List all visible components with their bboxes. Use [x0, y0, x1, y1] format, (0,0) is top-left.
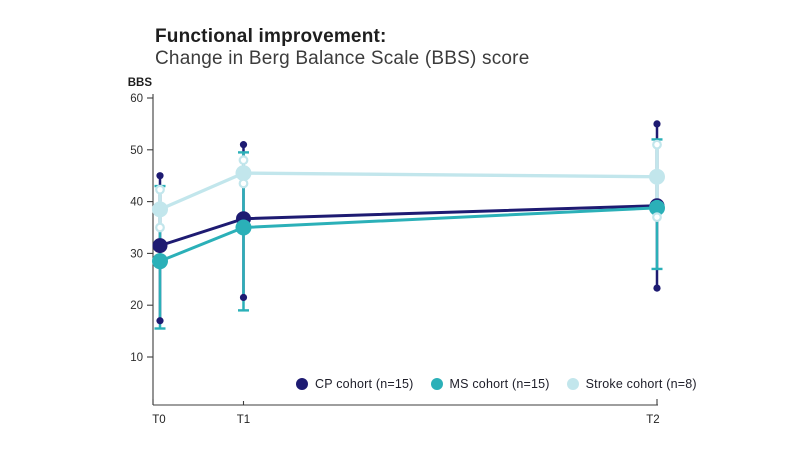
cp-cohort-dot-icon [296, 378, 308, 390]
data-point [235, 165, 252, 182]
error-bar-cap [239, 293, 248, 302]
error-bar-cap [238, 178, 249, 189]
series-line [158, 171, 659, 212]
x-tick-label: T2 [646, 414, 659, 426]
y-tick-label: 30 [130, 248, 143, 260]
legend-item-cp[interactable]: CP cohort (n=15) [296, 377, 414, 391]
legend-item-stroke[interactable]: Stroke cohort (n=8) [566, 377, 697, 391]
data-point [649, 199, 665, 216]
error-bar-cap [652, 212, 662, 223]
error-bar-cap [653, 284, 661, 292]
chart-legend: CP cohort (n=15) MS cohort (n=15) Stroke… [296, 377, 697, 391]
y-tick-label: 20 [130, 300, 143, 312]
error-bar-cap [652, 139, 662, 150]
error-bar-cap [156, 317, 164, 325]
x-tick-label: T0 [152, 414, 165, 426]
legend-item-ms[interactable]: MS cohort (n=15) [430, 377, 550, 391]
chart-title-block: Functional improvement: Change in Berg B… [155, 26, 529, 70]
ms-cohort-dot-icon [430, 378, 443, 390]
data-point [152, 201, 168, 218]
chart-title: Functional improvement: [155, 26, 387, 47]
legend-label-ms: MS cohort (n=15) [449, 377, 550, 391]
data-point [152, 238, 168, 254]
error-bar-cap [238, 155, 249, 166]
series-line [158, 206, 659, 263]
y-axis-title: BBS [128, 77, 153, 89]
legend-label-stroke: Stroke cohort (n=8) [585, 377, 697, 391]
data-point [649, 168, 665, 185]
data-point [235, 219, 252, 236]
legend-label-cp: CP cohort (n=15) [315, 377, 414, 391]
error-bar-cap [155, 184, 165, 195]
y-tick-label: 10 [130, 352, 143, 364]
error-bar-cap [155, 222, 165, 233]
y-tick-label: 50 [130, 145, 143, 157]
error-bar-cap [653, 120, 661, 128]
x-tick-label: T1 [237, 414, 250, 426]
chart-subtitle: Change in Berg Balance Scale (BBS) score [155, 48, 530, 69]
y-tick-label: 60 [130, 93, 143, 105]
error-bar-cap [239, 141, 248, 149]
stroke-cohort-dot-icon [566, 378, 579, 390]
data-point [152, 253, 168, 270]
error-bar-cap [156, 172, 164, 180]
y-tick-label: 40 [130, 197, 143, 209]
